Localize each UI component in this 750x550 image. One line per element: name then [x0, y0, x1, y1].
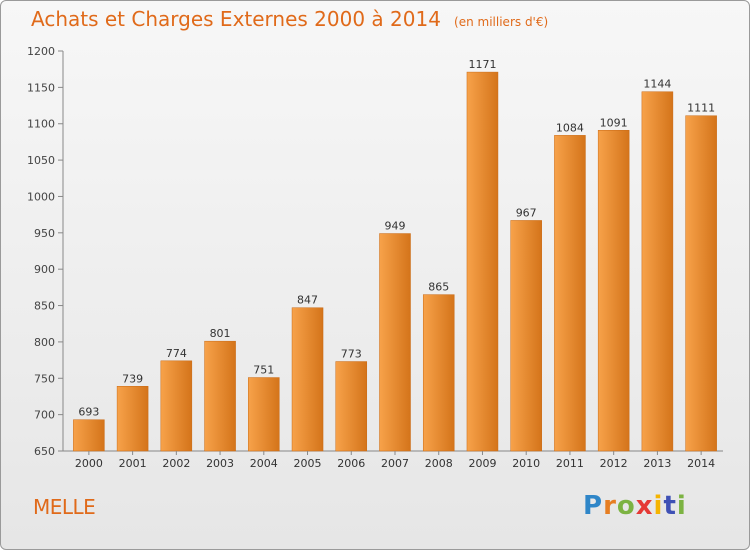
x-tick-label: 2000	[75, 457, 103, 470]
bar	[160, 360, 193, 452]
logo-letter: x	[635, 491, 654, 521]
bar	[116, 386, 149, 452]
bar	[291, 307, 324, 452]
bar	[554, 135, 586, 452]
logo-letter: i	[653, 491, 664, 521]
chart-title: Achats et Charges Externes 2000 à 2014	[31, 7, 441, 31]
bar	[73, 419, 105, 452]
x-tick-label: 2014	[687, 457, 715, 470]
bar-value-label: 865	[428, 281, 449, 294]
logo-letter: t	[663, 491, 677, 521]
bar	[379, 233, 411, 452]
bar	[466, 71, 499, 452]
y-tick-label: 1000	[27, 190, 55, 203]
x-tick-label: 2008	[425, 457, 453, 470]
x-tick-label: 2006	[337, 457, 365, 470]
chart-unit: (en milliers d'€)	[454, 15, 549, 29]
logo-letter: i	[676, 491, 687, 521]
x-tick-label: 2001	[119, 457, 147, 470]
bar-value-label: 1111	[687, 102, 715, 115]
y-tick-label: 900	[34, 263, 55, 276]
bar-value-label: 1091	[600, 116, 628, 129]
x-tick-label: 2012	[600, 457, 628, 470]
logo-letter: o	[616, 491, 636, 521]
bar-value-label: 693	[78, 406, 99, 419]
logo-letter: P	[583, 491, 604, 521]
logo-letter: r	[603, 491, 617, 521]
y-tick-label: 650	[34, 445, 55, 458]
bar-value-label: 801	[210, 327, 231, 340]
x-tick-label: 2009	[468, 457, 496, 470]
y-tick-label: 750	[34, 372, 55, 385]
bar-value-label: 739	[122, 372, 143, 385]
bar	[204, 340, 236, 452]
place-name: MELLE	[33, 495, 96, 519]
x-tick-label: 2002	[162, 457, 190, 470]
y-tick-label: 800	[34, 336, 55, 349]
bar	[335, 361, 368, 452]
title-row: Achats et Charges Externes 2000 à 2014 (…	[31, 7, 548, 31]
bar	[641, 91, 674, 452]
bar-value-label: 967	[516, 206, 537, 219]
x-tick-label: 2007	[381, 457, 409, 470]
bar	[685, 115, 717, 452]
bar-value-label: 949	[385, 220, 406, 233]
x-tick-label: 2005	[294, 457, 322, 470]
y-tick-label: 700	[34, 409, 55, 422]
y-tick-label: 950	[34, 227, 55, 240]
bar	[422, 294, 455, 452]
bar-value-label: 751	[253, 364, 274, 377]
bar-value-label: 847	[297, 294, 318, 307]
x-tick-label: 2011	[556, 457, 584, 470]
x-tick-label: 2003	[206, 457, 234, 470]
bar	[510, 220, 542, 452]
x-tick-label: 2013	[643, 457, 671, 470]
y-tick-label: 1200	[27, 45, 55, 58]
bar-value-label: 1084	[556, 121, 584, 134]
y-tick-label: 850	[34, 300, 55, 313]
bar-value-label: 773	[341, 348, 362, 361]
y-tick-label: 1100	[27, 118, 55, 131]
bar-value-label: 1171	[468, 58, 496, 71]
bar	[597, 130, 630, 452]
x-tick-label: 2004	[250, 457, 278, 470]
bar-value-label: 774	[166, 347, 187, 360]
bar	[248, 377, 280, 452]
bar-value-label: 1144	[643, 78, 671, 91]
y-tick-label: 1050	[27, 154, 55, 167]
x-tick-label: 2010	[512, 457, 540, 470]
y-tick-label: 1150	[27, 81, 55, 94]
proxiti-logo: Proxiti	[583, 491, 687, 521]
